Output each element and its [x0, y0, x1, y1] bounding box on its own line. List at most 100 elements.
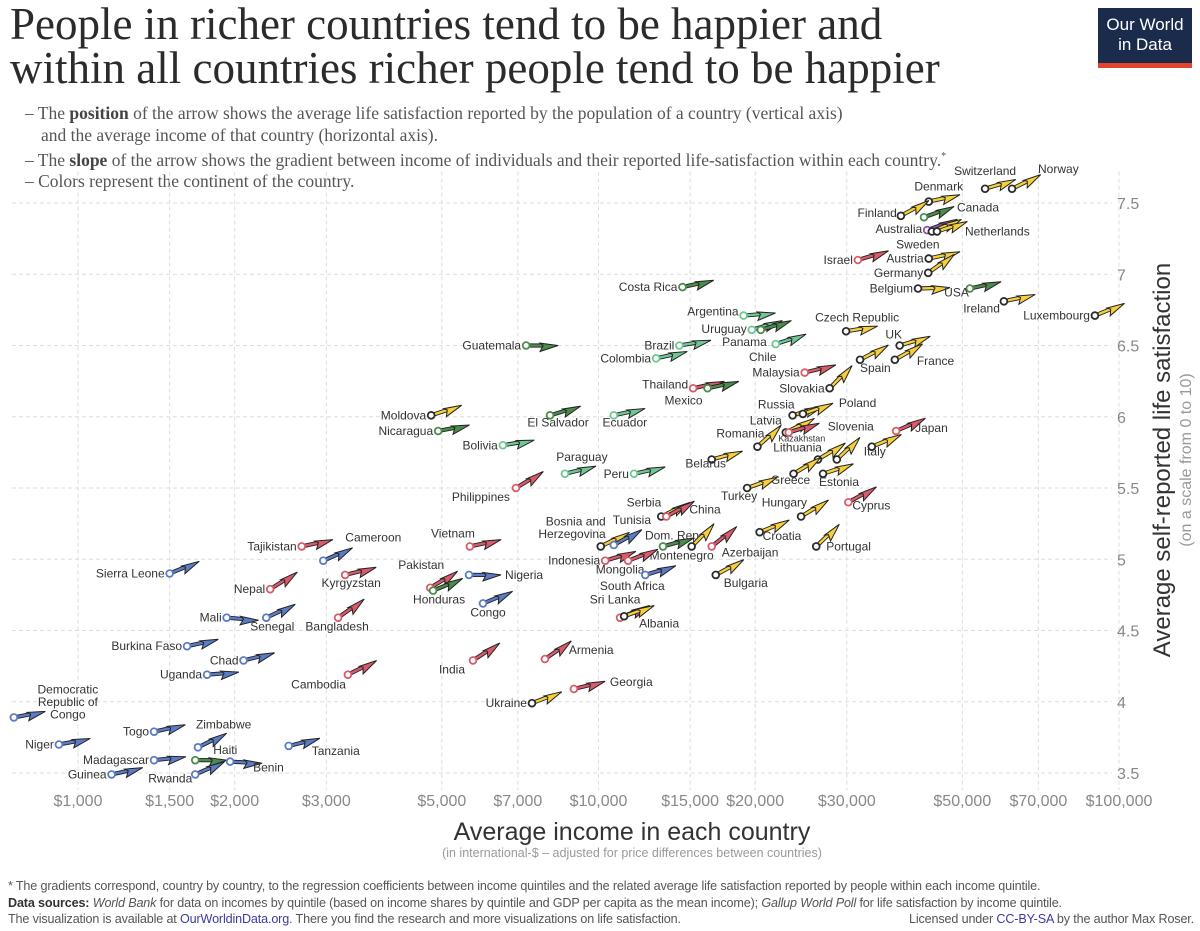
country-label: Bulgaria — [724, 576, 768, 590]
country-peru: Peru — [604, 466, 666, 481]
data-sources: Data sources: World Bank for data on inc… — [8, 896, 1194, 910]
country-label: Madagascar — [83, 753, 149, 767]
country-label: Niger — [25, 738, 54, 752]
country-label: France — [917, 354, 955, 368]
arrow-head — [357, 660, 377, 676]
country-point — [895, 341, 904, 350]
country-point — [703, 383, 712, 393]
country-point — [924, 254, 934, 263]
arrow-stem — [762, 524, 776, 532]
arrow-stem — [210, 672, 225, 676]
country-belgium: Belgium — [870, 282, 951, 296]
source-gallup: Gallup World Poll — [761, 896, 857, 910]
arrow-stem — [485, 595, 500, 604]
country-label: Sierra Leone — [96, 567, 165, 581]
x-axis-title: Average income in each country — [454, 818, 811, 846]
arrow-stem — [838, 446, 850, 459]
arrow-stem — [713, 534, 726, 546]
country-label: Uganda — [160, 668, 202, 682]
country-label: Turkey — [721, 489, 757, 503]
y-tick-label: 4.5 — [1117, 624, 1139, 641]
country-panama: Panama — [722, 320, 792, 349]
arrow-stem — [897, 350, 911, 360]
arrow-head — [481, 539, 502, 551]
country-burkina-faso: Burkina Faso — [111, 638, 219, 653]
license-text: by the author Max Roser. — [1053, 912, 1194, 926]
country-point — [319, 556, 328, 565]
country-hungary: Hungary — [762, 496, 829, 521]
country-costa-rica: Costa Rica — [619, 279, 715, 294]
arrow-stem — [348, 569, 362, 576]
country-spain: Spain — [855, 344, 891, 375]
country-slovakia: Slovakia — [779, 365, 853, 395]
country-label-line: Congo — [50, 707, 86, 721]
country-label: Poland — [839, 396, 876, 410]
arrow-head — [25, 710, 46, 722]
description-line-4: – Colors represent the continent of the … — [25, 171, 355, 192]
arrow-head — [219, 670, 240, 681]
country-label: Tajikistan — [247, 539, 296, 553]
arrow-stem — [791, 426, 806, 433]
country-label: Argentina — [687, 305, 739, 319]
country-point — [560, 469, 570, 479]
country-zimbabwe: Zimbabwe — [193, 717, 252, 752]
country-label-line: Herzegovina — [538, 527, 606, 541]
country-nepal: Nepal — [234, 571, 298, 596]
sources-label: Data sources: — [8, 896, 90, 910]
arrow-head — [449, 424, 470, 436]
arrow-stem — [506, 441, 520, 446]
country-togo: Togo — [123, 724, 186, 739]
country-point — [225, 757, 235, 766]
arrow-head — [809, 499, 829, 516]
country-poland: Poland — [798, 396, 876, 419]
arrow-head — [698, 523, 715, 543]
arrow-stem — [805, 407, 820, 414]
country-montenegro: Montenegro — [650, 523, 715, 562]
arrow-stem — [1014, 180, 1028, 189]
arrow-head — [857, 325, 878, 336]
country-label: Guinea — [68, 767, 107, 781]
license-link[interactable]: CC-BY-SA — [996, 912, 1054, 926]
arrow-head — [822, 523, 840, 543]
arrow-stem — [62, 740, 76, 746]
arrow-head — [634, 605, 655, 619]
arrow-stem — [616, 410, 631, 416]
country-point — [9, 713, 19, 722]
country-point — [980, 184, 990, 194]
chart-description: – The position of the arrow shows the av… — [25, 103, 946, 193]
arrow-head — [881, 434, 902, 449]
arrow-head — [906, 417, 926, 433]
arrow-stem — [233, 760, 248, 764]
country-label: Canada — [957, 200, 999, 214]
country-ukraine: Ukraine — [486, 691, 563, 710]
logo-accent-bar — [1098, 63, 1192, 68]
arrow-head — [786, 333, 807, 347]
x-tick-label: $15,000 — [661, 793, 719, 810]
country-guinea: Guinea — [68, 767, 144, 781]
arrow-head — [242, 759, 263, 770]
arrow-stem — [268, 609, 283, 618]
arrow-stem — [710, 383, 725, 389]
arrow-stem — [903, 206, 917, 216]
visualization-credit: The visualization is available at OurWor… — [8, 912, 1194, 926]
country-el-salvador: El Salvador — [527, 405, 589, 429]
country-label: Burkina Faso — [111, 639, 182, 653]
owid-link[interactable]: OurWorldinData.org — [180, 912, 290, 926]
credit-text: . There you find the research and more v… — [289, 912, 681, 926]
x-tick-label: $5,000 — [417, 793, 466, 810]
arrow-stem — [685, 282, 700, 288]
country-label: Democratic Republic of Congo — [38, 682, 99, 721]
owid-logo[interactable]: Our World in Data — [1098, 8, 1192, 68]
x-axis-subtitle: (in international-$ – adjusted for price… — [442, 846, 822, 860]
country-point — [932, 227, 942, 236]
arrow-head — [165, 724, 186, 736]
desc-bold: position — [69, 103, 129, 123]
country-label: Cameroon — [345, 531, 401, 545]
country-point — [343, 670, 353, 679]
arrow-stem — [668, 507, 682, 516]
arrow-head — [276, 603, 296, 619]
arrow-head — [722, 450, 743, 463]
country-point — [190, 755, 200, 765]
chart-title: People in richer countries tend to be ha… — [10, 2, 940, 91]
arrow-stem — [608, 554, 622, 561]
